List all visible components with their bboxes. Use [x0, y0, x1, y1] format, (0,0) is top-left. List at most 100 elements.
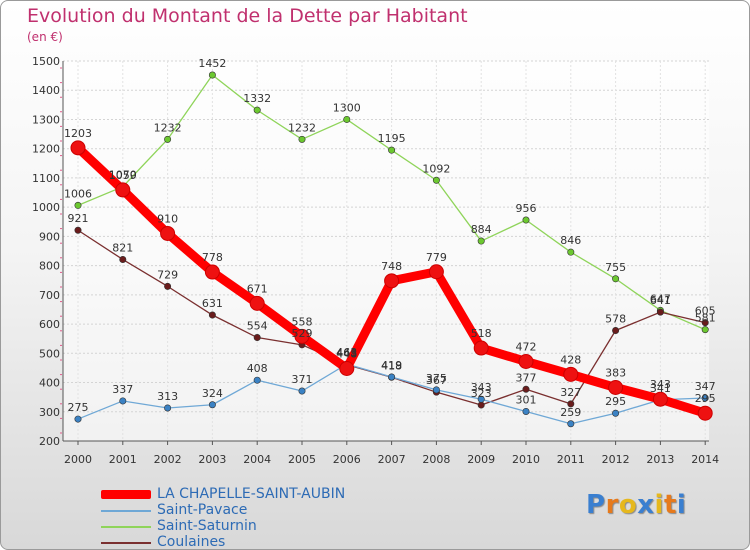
data-label-1: 343 [471, 381, 492, 394]
x-tick-label: 2007 [378, 453, 406, 466]
data-point-0 [518, 353, 534, 369]
data-point-1 [164, 404, 172, 412]
data-point-0 [652, 391, 668, 407]
data-label-3: 367 [426, 374, 447, 387]
y-tick-label: 1200 [32, 143, 60, 156]
data-label-0: 558 [292, 315, 313, 328]
y-tick-label: 1300 [32, 113, 60, 126]
data-label-3: 921 [68, 212, 89, 225]
data-point-0 [249, 295, 265, 311]
y-tick-label: 1500 [32, 55, 60, 68]
data-point-3 [74, 226, 82, 234]
y-tick-label: 1100 [32, 172, 60, 185]
data-label-3: 529 [292, 327, 313, 340]
y-tick-label: 900 [39, 230, 60, 243]
data-point-2 [298, 135, 306, 143]
data-point-2 [208, 71, 216, 79]
x-tick-label: 2005 [288, 453, 316, 466]
data-point-3 [253, 334, 261, 342]
data-label-3: 631 [202, 297, 223, 310]
data-label-1: 259 [560, 406, 581, 419]
data-label-3: 605 [695, 305, 716, 318]
x-tick-label: 2008 [422, 453, 450, 466]
data-point-0 [70, 140, 86, 156]
data-point-3 [477, 401, 485, 409]
data-point-1 [298, 387, 306, 395]
data-label-1: 324 [202, 387, 223, 400]
data-point-2 [343, 115, 351, 123]
data-point-0 [608, 380, 624, 396]
data-label-3: 821 [112, 241, 133, 254]
data-label-1: 295 [605, 395, 626, 408]
data-point-1 [388, 373, 396, 381]
x-tick-label: 2001 [109, 453, 137, 466]
data-label-0: 779 [426, 251, 447, 264]
data-label-2: 1195 [378, 132, 406, 145]
data-label-1: 463 [336, 346, 357, 359]
data-label-3: 554 [247, 320, 268, 333]
data-label-2: 1006 [64, 187, 92, 200]
data-point-2 [164, 135, 172, 143]
data-label-0: 295 [695, 392, 716, 405]
y-tick-label: 700 [39, 289, 60, 302]
data-label-3: 327 [560, 386, 581, 399]
data-label-0: 1059 [109, 169, 137, 182]
data-label-0: 910 [157, 212, 178, 225]
data-label-1: 313 [157, 390, 178, 403]
x-tick-label: 2003 [198, 453, 226, 466]
data-label-2: 647 [650, 292, 671, 305]
data-label-3: 729 [157, 268, 178, 281]
data-point-2 [522, 216, 530, 224]
data-point-2 [74, 201, 82, 209]
proxiti-logo: Proxiti [586, 490, 686, 520]
data-label-0: 518 [471, 327, 492, 340]
legend-swatch-2 [101, 526, 151, 528]
data-label-2: 755 [605, 261, 626, 274]
x-tick-label: 2004 [243, 453, 271, 466]
data-point-1 [522, 407, 530, 415]
legend-label-2: Saint-Saturnin [157, 518, 257, 534]
y-tick-label: 600 [39, 318, 60, 331]
data-label-1: 301 [516, 393, 537, 406]
data-label-3: 323 [471, 387, 492, 400]
data-point-1 [119, 397, 127, 405]
data-label-0: 343 [650, 378, 671, 391]
data-point-2 [701, 326, 709, 334]
chart-subtitle: (en €) [27, 30, 63, 44]
data-point-0 [428, 264, 444, 280]
data-label-1: 341 [650, 382, 671, 395]
data-point-2 [567, 248, 575, 256]
data-label-3: 418 [381, 359, 402, 372]
legend-swatch-1 [101, 510, 151, 512]
legend-label-0: LA CHAPELLE-SAINT-AUBIN [157, 486, 346, 502]
data-label-3: 641 [650, 294, 671, 307]
data-point-0 [294, 328, 310, 344]
x-tick-label: 2014 [691, 453, 719, 466]
data-label-1: 371 [292, 373, 313, 386]
data-point-3 [701, 319, 709, 327]
data-point-0 [160, 225, 176, 241]
data-point-1 [432, 386, 440, 394]
data-label-0: 448 [336, 348, 357, 361]
data-point-2 [253, 106, 261, 114]
data-label-1: 408 [247, 362, 268, 375]
data-point-1 [253, 376, 261, 384]
data-label-0: 1203 [64, 127, 92, 140]
plot-area [63, 61, 709, 441]
data-point-0 [204, 264, 220, 280]
data-label-0: 428 [560, 353, 581, 366]
data-point-2 [477, 237, 485, 245]
data-label-1: 275 [68, 401, 89, 414]
y-tick-label: 200 [39, 435, 60, 448]
legend-swatch-3 [101, 542, 151, 544]
logo-letter: o [618, 490, 638, 520]
data-label-1: 375 [426, 372, 447, 385]
logo-letter: i [654, 490, 664, 520]
data-label-2: 1300 [333, 101, 361, 114]
data-label-1: 347 [695, 380, 716, 393]
data-point-1 [477, 395, 485, 403]
data-point-2 [388, 146, 396, 154]
data-point-3 [656, 308, 664, 316]
data-label-2: 1232 [154, 121, 182, 134]
